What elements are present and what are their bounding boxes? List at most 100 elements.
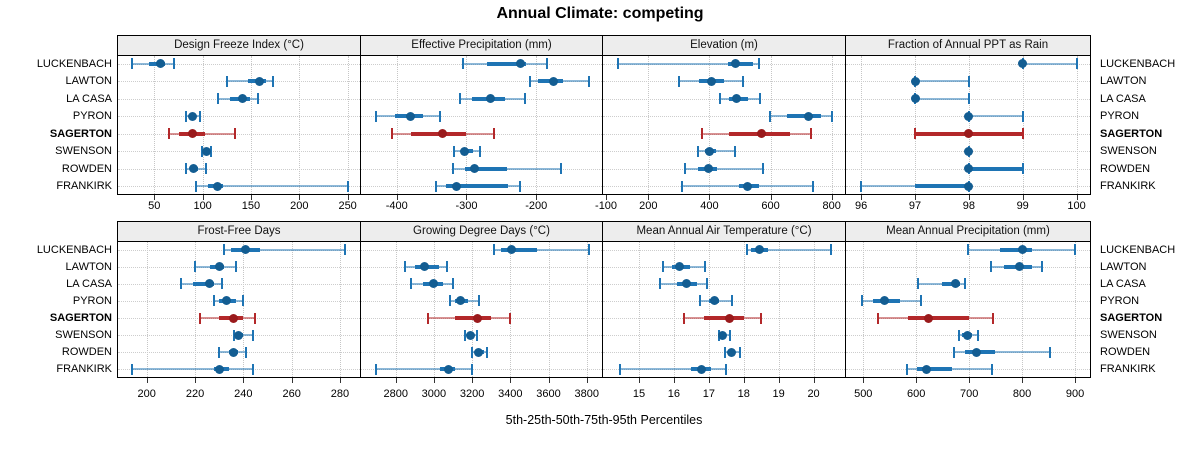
- tick-mark: [202, 195, 204, 200]
- horizontal-gridline: [361, 335, 602, 337]
- whisker-cap-pyron: [374, 110, 377, 122]
- median-dot-sagerton: [964, 129, 974, 139]
- tick-mark: [770, 195, 772, 200]
- whisker-cap-rowden: [559, 163, 562, 175]
- whisker-cap-la-casa: [409, 278, 412, 290]
- box-25th-75th-frankirk: [916, 367, 952, 372]
- median-dot-frankirk: [742, 181, 752, 191]
- median-dot-luckenbach: [155, 59, 165, 69]
- tick-label: -300: [455, 200, 478, 212]
- vertical-gridline: [813, 242, 815, 377]
- tick-label: -200: [525, 200, 548, 212]
- row-label-right-rowden: ROWDEN: [1100, 162, 1151, 175]
- median-dot-rowden: [189, 164, 199, 174]
- tick-label: 200: [137, 388, 156, 400]
- tick-label: 20: [807, 388, 820, 400]
- tick-mark: [1022, 195, 1024, 200]
- whisker-5th-95th-la-casa: [917, 282, 965, 285]
- whisker-cap-pyron: [477, 295, 480, 307]
- row-label-right-sagerton: SAGERTON: [1100, 312, 1163, 325]
- vertical-gridline: [536, 56, 538, 194]
- whisker-cap-swenson: [251, 329, 254, 341]
- horizontal-gridline: [118, 283, 360, 285]
- tick-mark: [472, 378, 474, 383]
- whisker-cap-sagerton: [1021, 128, 1024, 140]
- tick-label: 800: [822, 200, 841, 212]
- median-dot-luckenbach: [506, 245, 516, 255]
- tick-mark: [708, 378, 710, 383]
- tick-mark: [673, 378, 675, 383]
- row-label-left-lawton: LAWTON: [65, 260, 112, 273]
- whisker-5th-95th-luckenbach: [1022, 62, 1077, 65]
- whisker-cap-pyron: [198, 110, 201, 122]
- whisker-cap-luckenbach: [746, 244, 749, 256]
- tick-mark: [396, 195, 398, 200]
- panel-area-effective-precipitation-mm-: [360, 55, 603, 195]
- horizontal-gridline: [603, 249, 845, 251]
- tick-label: 150: [241, 200, 261, 212]
- whisker-cap-lawton: [404, 261, 407, 273]
- median-dot-lawton: [419, 262, 429, 272]
- tick-mark: [154, 195, 156, 200]
- horizontal-gridline: [846, 300, 1090, 302]
- whisker-cap-la-casa: [967, 93, 970, 105]
- horizontal-gridline: [118, 266, 360, 268]
- panel-strip-growing-degree-days-c-: Growing Degree Days (°C): [360, 221, 603, 242]
- vertical-gridline: [154, 56, 156, 194]
- panel-strip-elevation-m-: Elevation (m): [602, 35, 846, 56]
- vertical-gridline: [466, 56, 468, 194]
- tick-label: 3000: [421, 388, 447, 400]
- whisker-cap-rowden: [471, 346, 474, 358]
- median-dot-swenson: [465, 330, 475, 340]
- tick-label: 220: [185, 388, 205, 400]
- tick-label: 260: [282, 388, 301, 400]
- horizontal-gridline: [361, 116, 602, 118]
- whisker-5th-95th-la-casa: [915, 97, 969, 100]
- whisker-cap-pyron: [242, 295, 245, 307]
- tick-label: 98: [962, 200, 975, 212]
- whisker-cap-pyron: [919, 295, 922, 307]
- vertical-gridline: [1076, 56, 1078, 194]
- whisker-cap-frankirk: [812, 180, 815, 192]
- median-dot-luckenbach: [241, 245, 251, 255]
- whisker-5th-95th-frankirk: [375, 368, 473, 371]
- median-dot-lawton: [707, 76, 717, 86]
- median-dot-la-casa: [731, 94, 741, 104]
- whisker-cap-rowden: [723, 346, 726, 358]
- vertical-gridline: [548, 242, 550, 377]
- row-label-left-luckenbach: LUCKENBACH: [36, 243, 112, 256]
- panel-strip-mean-annual-air-temperature-c-: Mean Annual Air Temperature (°C): [602, 221, 846, 242]
- median-dot-rowden: [964, 164, 974, 174]
- tick-mark: [586, 378, 588, 383]
- median-dot-swenson: [962, 330, 972, 340]
- whisker-cap-frankirk: [346, 180, 349, 192]
- row-label-right-lawton: LAWTON: [1100, 260, 1147, 273]
- median-dot-frankirk: [922, 364, 932, 374]
- box-25th-75th-sagerton: [454, 316, 492, 321]
- tick-label: -100: [595, 200, 618, 212]
- whisker-cap-rowden: [218, 346, 221, 358]
- whisker-cap-la-casa: [179, 278, 182, 290]
- vertical-gridline: [831, 56, 833, 194]
- vertical-gridline: [861, 56, 863, 194]
- whisker-cap-frankirk: [434, 180, 437, 192]
- whisker-cap-sagerton: [427, 312, 430, 324]
- row-label-right-frankirk: FRANKIRK: [1100, 363, 1156, 376]
- median-dot-pyron: [221, 296, 231, 306]
- median-dot-sagerton: [473, 313, 483, 323]
- median-dot-swenson: [234, 330, 243, 340]
- panel-strip-fraction-of-annual-ppt-as-rain: Fraction of Annual PPT as Rain: [845, 35, 1091, 56]
- whisker-cap-la-casa: [220, 278, 223, 290]
- row-label-left-swenson: SWENSON: [55, 145, 112, 158]
- box-25th-75th-pyron: [787, 114, 821, 119]
- whisker-cap-pyron: [768, 110, 771, 122]
- median-dot-la-casa: [910, 94, 920, 104]
- tick-label: 280: [330, 388, 350, 400]
- box-25th-75th-luckenbach: [500, 247, 538, 252]
- median-dot-la-casa: [205, 279, 214, 289]
- median-dot-luckenbach: [516, 59, 526, 69]
- whisker-cap-la-casa: [524, 93, 527, 105]
- whisker-cap-lawton: [194, 261, 197, 273]
- whisker-cap-sagerton: [509, 312, 512, 324]
- whisker-5th-95th-luckenbach: [747, 248, 832, 251]
